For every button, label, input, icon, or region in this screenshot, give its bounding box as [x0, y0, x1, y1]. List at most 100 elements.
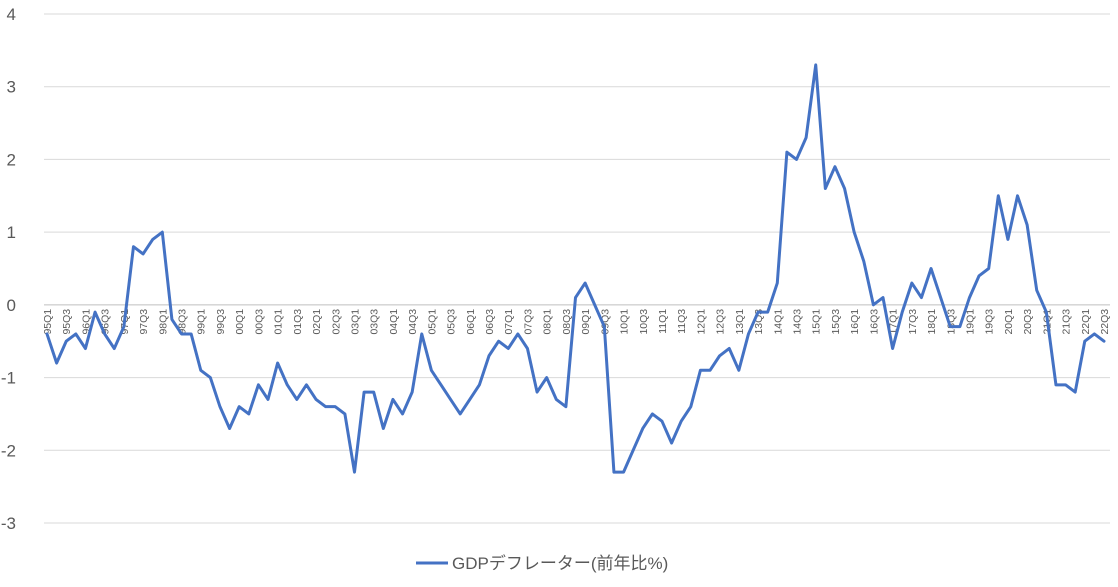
y-tick-label: 0 — [7, 296, 16, 315]
data-point — [83, 346, 87, 350]
x-tick-label: 10Q1 — [619, 309, 631, 335]
x-tick-label: 04Q3 — [407, 309, 419, 335]
data-point — [650, 412, 654, 416]
data-point — [862, 259, 866, 263]
data-point — [766, 310, 770, 314]
series-line — [45, 63, 1106, 474]
x-tick-label: 95Q1 — [42, 309, 54, 335]
x-tick-label: 14Q3 — [792, 309, 804, 335]
x-tick-label: 19Q1 — [964, 309, 976, 335]
data-point — [708, 368, 712, 372]
data-point — [285, 383, 289, 387]
data-point — [1083, 339, 1087, 343]
data-point — [304, 383, 308, 387]
x-axis-ticks: 95Q1 95Q3 96Q1 96Q3 97Q1 97Q3 98Q1 98Q3 99Q1 99Q3… — [42, 309, 1111, 335]
x-tick-label: 18Q1 — [926, 309, 938, 335]
data-point — [180, 332, 184, 336]
data-point — [1092, 332, 1096, 336]
legend: GDPデフレーター(前年比%) — [416, 553, 668, 573]
data-point — [352, 470, 356, 474]
data-point — [746, 332, 750, 336]
data-point — [266, 397, 270, 401]
x-tick-label: 98Q3 — [177, 309, 189, 335]
data-point — [881, 296, 885, 300]
data-point — [391, 397, 395, 401]
x-tick-label: 12Q1 — [695, 309, 707, 335]
x-tick-label: 95Q3 — [61, 309, 73, 335]
data-point — [1025, 223, 1029, 227]
data-point — [477, 383, 481, 387]
data-point — [362, 390, 366, 394]
x-tick-label: 22Q1 — [1080, 309, 1092, 335]
data-point — [823, 187, 827, 191]
data-point — [900, 310, 904, 314]
data-point — [814, 63, 818, 67]
legend-label: GDPデフレーター(前年比%) — [452, 553, 668, 573]
x-tick-label: 11Q1 — [657, 309, 669, 334]
data-point — [641, 426, 645, 430]
data-point — [516, 332, 520, 336]
x-tick-label: 98Q1 — [157, 309, 169, 335]
x-tick-label: 07Q3 — [522, 309, 534, 335]
data-point — [1044, 310, 1048, 314]
data-point — [199, 368, 203, 372]
data-point — [852, 230, 856, 234]
data-point — [401, 412, 405, 416]
data-point — [497, 339, 501, 343]
data-point — [228, 426, 232, 430]
data-point — [420, 332, 424, 336]
series-layer — [45, 63, 1106, 474]
x-tick-label: 20Q3 — [1022, 309, 1034, 335]
data-point — [929, 267, 933, 271]
y-tick-label: 2 — [7, 150, 16, 169]
x-tick-label: 03Q1 — [349, 309, 361, 335]
x-tick-label: 05Q1 — [426, 309, 438, 335]
x-tick-label: 08Q1 — [542, 309, 554, 335]
grid-lines — [44, 13, 1110, 524]
data-point — [247, 412, 251, 416]
data-point — [891, 346, 895, 350]
x-tick-label: 15Q1 — [811, 309, 823, 335]
data-point — [112, 346, 116, 350]
data-point — [170, 317, 174, 321]
data-point — [756, 310, 760, 314]
data-point — [141, 252, 145, 256]
data-point — [602, 325, 606, 329]
data-point — [449, 397, 453, 401]
data-point — [1073, 390, 1077, 394]
y-axis-ticks: 4 3 2 1 0 -1 -2 -3 — [1, 5, 16, 533]
data-point — [1064, 383, 1068, 387]
y-tick-label: -1 — [1, 369, 16, 388]
x-tick-label: 99Q1 — [196, 309, 208, 335]
x-tick-label: 14Q1 — [772, 309, 784, 335]
data-point — [622, 470, 626, 474]
data-point — [967, 296, 971, 300]
data-point — [525, 346, 529, 350]
data-point — [919, 296, 923, 300]
data-point — [631, 448, 635, 452]
x-tick-label: 15Q3 — [830, 309, 842, 335]
data-point — [122, 325, 126, 329]
data-point — [1016, 194, 1020, 198]
data-point — [593, 303, 597, 307]
data-point — [410, 390, 414, 394]
data-point — [785, 150, 789, 154]
data-point — [276, 361, 280, 365]
data-point — [131, 245, 135, 249]
data-point — [545, 376, 549, 380]
data-point — [535, 390, 539, 394]
data-point — [381, 426, 385, 430]
x-tick-label: 11Q3 — [676, 309, 688, 334]
x-tick-label: 02Q3 — [330, 309, 342, 335]
x-tick-label: 08Q3 — [561, 309, 573, 335]
x-tick-label: 12Q3 — [715, 309, 727, 335]
x-tick-label: 22Q3 — [1099, 309, 1111, 335]
data-point — [612, 470, 616, 474]
data-point — [333, 405, 337, 409]
data-point — [833, 165, 837, 169]
x-tick-label: 96Q3 — [100, 309, 112, 335]
data-point — [189, 332, 193, 336]
data-point — [103, 332, 107, 336]
x-tick-label: 00Q1 — [234, 309, 246, 335]
